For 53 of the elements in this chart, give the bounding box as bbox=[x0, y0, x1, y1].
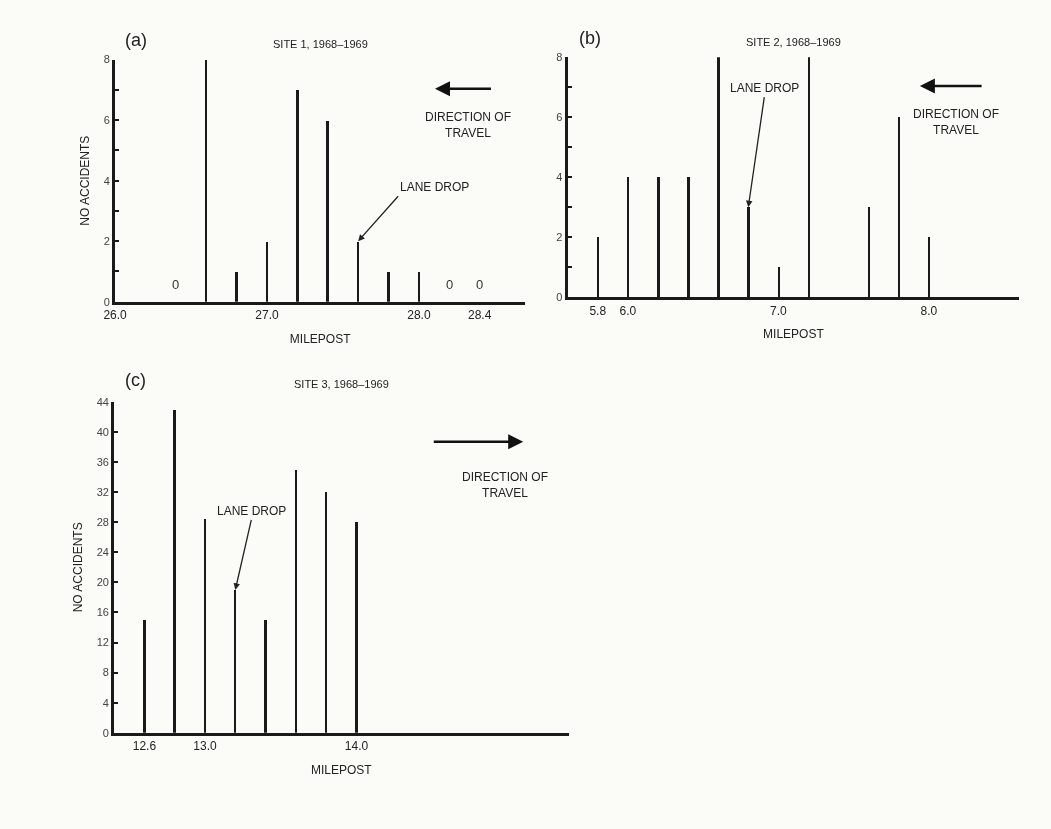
y-tick-label: 44 bbox=[96, 395, 109, 408]
y-tick-label: 8 bbox=[103, 53, 110, 66]
data-label: 0 bbox=[172, 277, 180, 292]
text: (c) bbox=[125, 370, 146, 390]
data-label: 0 bbox=[446, 277, 454, 292]
annotation: LANE DROP bbox=[400, 180, 470, 194]
y-tick-label: 8 bbox=[556, 51, 563, 64]
annotation: DIRECTION OF TRAVEL bbox=[425, 110, 511, 140]
x-tick-label: 5.8 bbox=[589, 303, 607, 318]
y-tick-label: 20 bbox=[96, 576, 109, 589]
x-tick-label: 27.0 bbox=[255, 308, 279, 323]
x-tick-label: 13.0 bbox=[193, 739, 217, 754]
y-tick-label: 24 bbox=[96, 546, 109, 559]
annotation: LANE DROP bbox=[730, 81, 800, 95]
y-axis-title: NO ACCIDENTS bbox=[78, 135, 93, 226]
chart-title: SITE 2, 1968–1969 bbox=[746, 36, 841, 48]
x-tick-label: 28.0 bbox=[407, 308, 431, 323]
x-tick-label: 7.0 bbox=[770, 303, 788, 318]
x-axis-title: MILEPOST bbox=[763, 327, 825, 342]
x-tick-label: 6.0 bbox=[619, 303, 637, 318]
y-tick-label: 16 bbox=[96, 606, 109, 619]
x-tick-label: 12.6 bbox=[132, 739, 157, 754]
y-tick-label: 4 bbox=[103, 174, 110, 187]
y-tick-label: 6 bbox=[556, 111, 563, 124]
y-axis-title: NO ACCIDENTS bbox=[70, 522, 85, 613]
x-tick-label: 8.0 bbox=[920, 303, 938, 318]
chart-title: SITE 3, 1968–1969 bbox=[294, 378, 389, 390]
text: (b) bbox=[579, 28, 601, 48]
y-tick-label: 6 bbox=[103, 114, 110, 126]
y-tick-label: 28 bbox=[96, 516, 109, 529]
chart-title: SITE 1, 1968–1969 bbox=[273, 38, 368, 50]
y-tick-label: 8 bbox=[102, 666, 109, 679]
x-axis-title: MILEPOST bbox=[311, 763, 373, 778]
y-tick-label: 4 bbox=[102, 696, 109, 709]
x-tick-label: 14.0 bbox=[344, 739, 369, 754]
y-tick-label: 0 bbox=[556, 290, 563, 303]
y-tick-label: 0 bbox=[103, 295, 110, 308]
x-tick-label: 26.0 bbox=[103, 308, 128, 323]
x-axis-title: MILEPOST bbox=[289, 332, 352, 347]
y-tick-label: 0 bbox=[102, 726, 109, 739]
annotation: LANE DROP bbox=[217, 504, 287, 518]
x-tick-label: 28.4 bbox=[468, 308, 492, 323]
y-tick-label: 40 bbox=[96, 425, 109, 438]
y-tick-label: 32 bbox=[96, 486, 109, 499]
y-tick-label: 2 bbox=[556, 231, 563, 244]
annotation: DIRECTION OF TRAVEL bbox=[462, 470, 548, 500]
y-tick-label: 36 bbox=[96, 455, 109, 468]
y-tick-label: 2 bbox=[103, 235, 110, 248]
y-tick-label: 4 bbox=[556, 171, 563, 184]
annotation: DIRECTION OF TRAVEL bbox=[913, 107, 999, 137]
text: (a) bbox=[125, 30, 147, 50]
y-tick-label: 12 bbox=[96, 636, 109, 649]
data-label: 0 bbox=[476, 277, 484, 292]
